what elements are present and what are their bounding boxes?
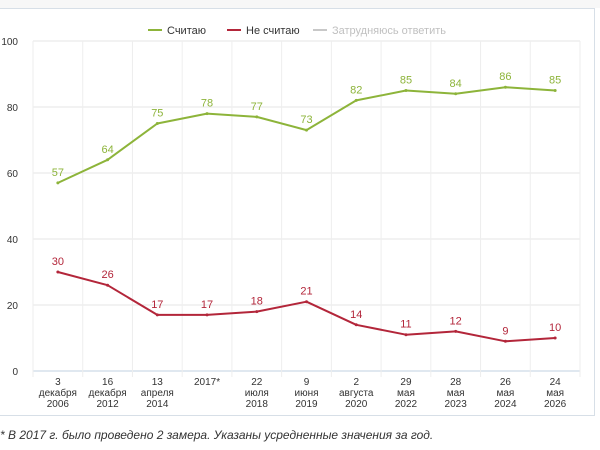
x-tick-label: 22 июля 2018	[245, 377, 269, 410]
x-tick-label: 9 июня 2019	[294, 377, 318, 410]
data-point	[255, 115, 259, 119]
data-label: 17	[151, 299, 163, 311]
y-axis: 0 20 40 60 80 100	[1, 37, 18, 378]
data-point	[155, 122, 159, 125]
data-point	[305, 128, 308, 132]
data-label: 77	[251, 101, 263, 113]
x-tick-label: 2017*	[194, 377, 220, 388]
x-tick-label: 29 мая 2022	[395, 377, 418, 410]
data-label: 64	[101, 144, 113, 156]
chart-frame: Считаю Не считаю Затрудняюсь ответить 0 20 4…	[0, 8, 595, 416]
data-label: 17	[201, 299, 213, 311]
x-tick-label: 2 августа 2020	[339, 377, 374, 410]
x-tick-label: 16 декабря 2012	[89, 377, 127, 410]
data-point	[106, 283, 110, 287]
data-label: 84	[450, 78, 462, 90]
data-point	[56, 270, 60, 274]
data-label: 12	[450, 315, 462, 327]
line-chart: Считаю Не считаю Затрудняюсь ответить 0 20 4…	[1, 25, 581, 410]
x-tick-label: 28 мая 2023	[445, 377, 468, 410]
x-tick-label: 24 мая 2026	[544, 377, 567, 410]
data-label: 73	[300, 114, 312, 126]
x-tick-label: 3 декабря 2006	[39, 377, 77, 410]
data-label: 18	[251, 296, 263, 308]
y-tick-label: 0	[12, 367, 18, 378]
y-tick-label: 100	[1, 37, 18, 48]
y-tick-label: 20	[7, 301, 19, 312]
x-tick-label: 13 апреля 2014	[141, 377, 174, 410]
data-point	[205, 313, 209, 317]
legend-label: Считаю	[167, 25, 206, 37]
data-label: 85	[549, 75, 561, 87]
data-point	[106, 158, 110, 162]
data-label: 78	[201, 98, 213, 110]
legend[interactable]: Считаю Не считаю Затрудняюсь ответить	[148, 25, 446, 37]
y-tick-label: 60	[7, 169, 19, 180]
data-point	[305, 300, 308, 304]
data-label: 11	[400, 319, 411, 331]
data-point	[404, 89, 408, 92]
data-point	[155, 313, 159, 317]
data-label: 26	[101, 269, 113, 281]
data-label: 9	[502, 325, 508, 337]
data-point	[503, 339, 507, 343]
data-point	[354, 98, 358, 102]
data-point	[404, 333, 408, 337]
x-tick-label: 26 мая 2024	[494, 377, 517, 410]
data-label: 10	[549, 322, 561, 334]
data-point	[205, 112, 209, 116]
data-label: 85	[400, 75, 412, 87]
x-axis: 3 декабря 2006 16 декабря 2012 13 апреля 2014 201…	[39, 377, 567, 410]
data-point	[454, 329, 458, 333]
data-point	[503, 85, 507, 89]
data-point	[354, 323, 358, 327]
data-point	[553, 336, 557, 340]
footnote: * В 2017 г. было проведено 2 замера. Ука…	[0, 428, 434, 442]
data-label: 86	[499, 71, 511, 83]
data-label: 75	[151, 108, 163, 120]
data-label: 30	[52, 256, 64, 268]
data-point	[454, 92, 458, 96]
legend-item-1[interactable]: Не считаю	[227, 25, 300, 37]
data-label: 57	[52, 167, 64, 179]
y-tick-label: 40	[7, 235, 19, 246]
legend-item-0[interactable]: Считаю	[148, 25, 206, 37]
data-label: 21	[300, 286, 312, 298]
legend-item-2[interactable]: Затрудняюсь ответить	[313, 25, 446, 37]
legend-label: Затрудняюсь ответить	[332, 25, 446, 37]
data-point	[56, 181, 60, 185]
legend-label: Не считаю	[246, 25, 300, 37]
data-point	[255, 310, 259, 314]
grid	[32, 40, 581, 377]
series: 57 64 75 78 77 73 82 85 84 86 85 30 26 17 17 18 21 14 11 12…	[52, 71, 561, 343]
y-tick-label: 80	[7, 103, 19, 114]
data-label: 82	[350, 84, 362, 96]
data-label: 14	[350, 309, 362, 321]
data-point	[553, 89, 557, 92]
top-strip	[0, 0, 600, 8]
